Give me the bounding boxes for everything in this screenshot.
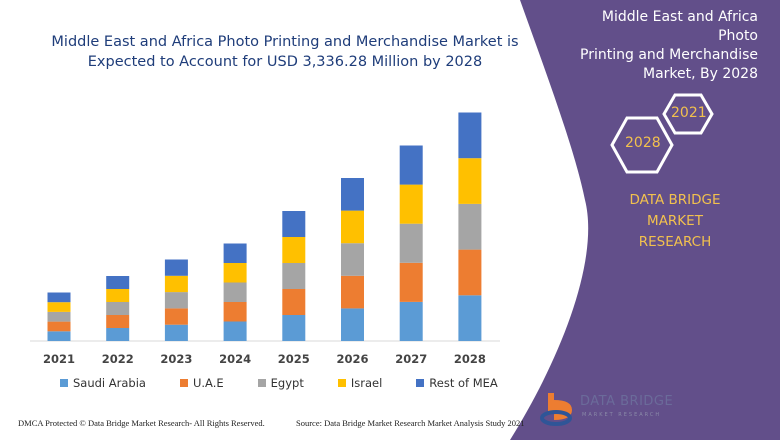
bar-2021-rest-of-mea xyxy=(47,292,71,303)
logo-icon xyxy=(540,393,572,426)
side-panel-shape xyxy=(510,0,780,440)
x-tick-labels: 2021 2022 2023 2024 2025 2026 2027 2028 xyxy=(43,352,486,366)
legend-label: U.A.E xyxy=(192,376,224,390)
legend-item: Egypt xyxy=(257,376,304,390)
x-tick-label: 2028 xyxy=(454,352,486,366)
legend-item: Saudi Arabia xyxy=(60,376,146,390)
footer-source: Source: Data Bridge Market Research Mark… xyxy=(296,418,525,428)
bar-2028-u-a-e xyxy=(458,249,482,296)
bar-2023-saudi-arabia xyxy=(164,324,188,341)
x-tick-label: 2024 xyxy=(219,352,251,366)
legend-label: Israel xyxy=(350,376,383,390)
bar-2025-u-a-e xyxy=(282,289,306,315)
legend-swatch xyxy=(179,379,188,387)
bar-2022-egypt xyxy=(106,302,130,315)
bar-2027-israel xyxy=(399,184,423,224)
brand-line-2: RESEARCH xyxy=(638,234,712,250)
x-tick-label: 2026 xyxy=(336,352,368,366)
bar-2023-rest-of-mea xyxy=(164,259,188,276)
bar-2028-rest-of-mea xyxy=(458,112,482,159)
side-panel-title: Middle East and Africa Photo Printing an… xyxy=(560,8,758,84)
bar-2024-saudi-arabia xyxy=(223,321,247,341)
legend-item: U.A.E xyxy=(179,376,224,390)
brand-line-1: DATA BRIDGE MARKET xyxy=(629,192,721,229)
bars xyxy=(47,112,482,341)
x-tick-label: 2023 xyxy=(160,352,192,366)
bar-2026-rest-of-mea xyxy=(341,178,364,211)
legend-label: Egypt xyxy=(270,376,304,390)
bar-2021-egypt xyxy=(47,311,71,322)
bar-2026-egypt xyxy=(341,243,364,276)
bar-2022-israel xyxy=(106,289,130,302)
bar-2023-egypt xyxy=(164,292,188,309)
bar-2022-saudi-arabia xyxy=(106,328,130,341)
legend: Saudi Arabia U.A.E Egypt Israel Rest of MEA xyxy=(60,376,532,390)
bar-2026-u-a-e xyxy=(341,275,364,309)
bar-2023-u-a-e xyxy=(164,308,188,325)
hexagon-2028 xyxy=(610,116,674,174)
bar-2028-israel xyxy=(458,158,482,204)
x-tick-label: 2021 xyxy=(43,352,75,366)
bar-2025-saudi-arabia xyxy=(282,315,306,341)
bar-2026-israel xyxy=(341,210,364,244)
hex-label-2021: 2021 xyxy=(671,105,707,121)
title-line-1: Middle East and Africa Photo Printing an… xyxy=(51,34,519,50)
bar-2026-saudi-arabia xyxy=(341,308,364,341)
bar-2022-rest-of-mea xyxy=(106,276,130,289)
legend-item: Rest of MEA xyxy=(416,376,498,390)
x-tick-label: 2022 xyxy=(102,352,134,366)
bar-2022-u-a-e xyxy=(106,315,130,328)
bar-2021-israel xyxy=(47,302,71,312)
bar-2021-u-a-e xyxy=(47,321,71,332)
x-tick-label: 2025 xyxy=(278,352,310,366)
bar-2025-israel xyxy=(282,237,306,263)
bar-2024-israel xyxy=(223,263,247,283)
side-title-line-2: Printing and Merchandise xyxy=(580,47,758,63)
bar-2027-saudi-arabia xyxy=(399,301,423,341)
legend-label: Saudi Arabia xyxy=(73,376,146,390)
legend-swatch xyxy=(257,379,266,387)
bar-2024-egypt xyxy=(223,282,247,302)
bar-2023-israel xyxy=(164,275,188,293)
bar-2025-rest-of-mea xyxy=(282,211,306,237)
bar-2028-saudi-arabia xyxy=(458,295,482,341)
footer-copyright: DMCA Protected © Data Bridge Market Rese… xyxy=(18,418,265,428)
logo-name: DATA BRIDGE xyxy=(580,394,674,409)
bar-2021-saudi-arabia xyxy=(47,331,71,341)
legend-swatch xyxy=(60,379,68,387)
bar-2024-u-a-e xyxy=(223,302,247,322)
bar-2025-egypt xyxy=(282,263,306,289)
bar-2027-rest-of-mea xyxy=(399,145,423,185)
x-tick-label: 2027 xyxy=(395,352,427,366)
side-title-line-3: Market, By 2028 xyxy=(643,66,758,82)
brand-text: DATA BRIDGE MARKET RESEARCH xyxy=(600,190,750,253)
legend-label: Rest of MEA xyxy=(429,376,498,390)
legend-swatch xyxy=(416,379,425,387)
title-line-2: Expected to Account for USD 3,336.28 Mil… xyxy=(87,54,483,70)
bar-2027-egypt xyxy=(399,223,423,263)
bar-2028-egypt xyxy=(458,203,482,250)
side-title-line-1: Middle East and Africa Photo xyxy=(601,9,758,44)
hexagon-2021 xyxy=(662,93,714,135)
legend-item: Israel xyxy=(337,376,383,390)
logo-tagline: MARKET RESEARCH xyxy=(582,412,662,418)
hex-label-2028: 2028 xyxy=(625,135,661,151)
chart-title: Middle East and Africa Photo Printing an… xyxy=(40,32,530,72)
bar-2024-rest-of-mea xyxy=(223,243,247,263)
legend-swatch xyxy=(337,379,346,387)
bar-2027-u-a-e xyxy=(399,262,423,302)
